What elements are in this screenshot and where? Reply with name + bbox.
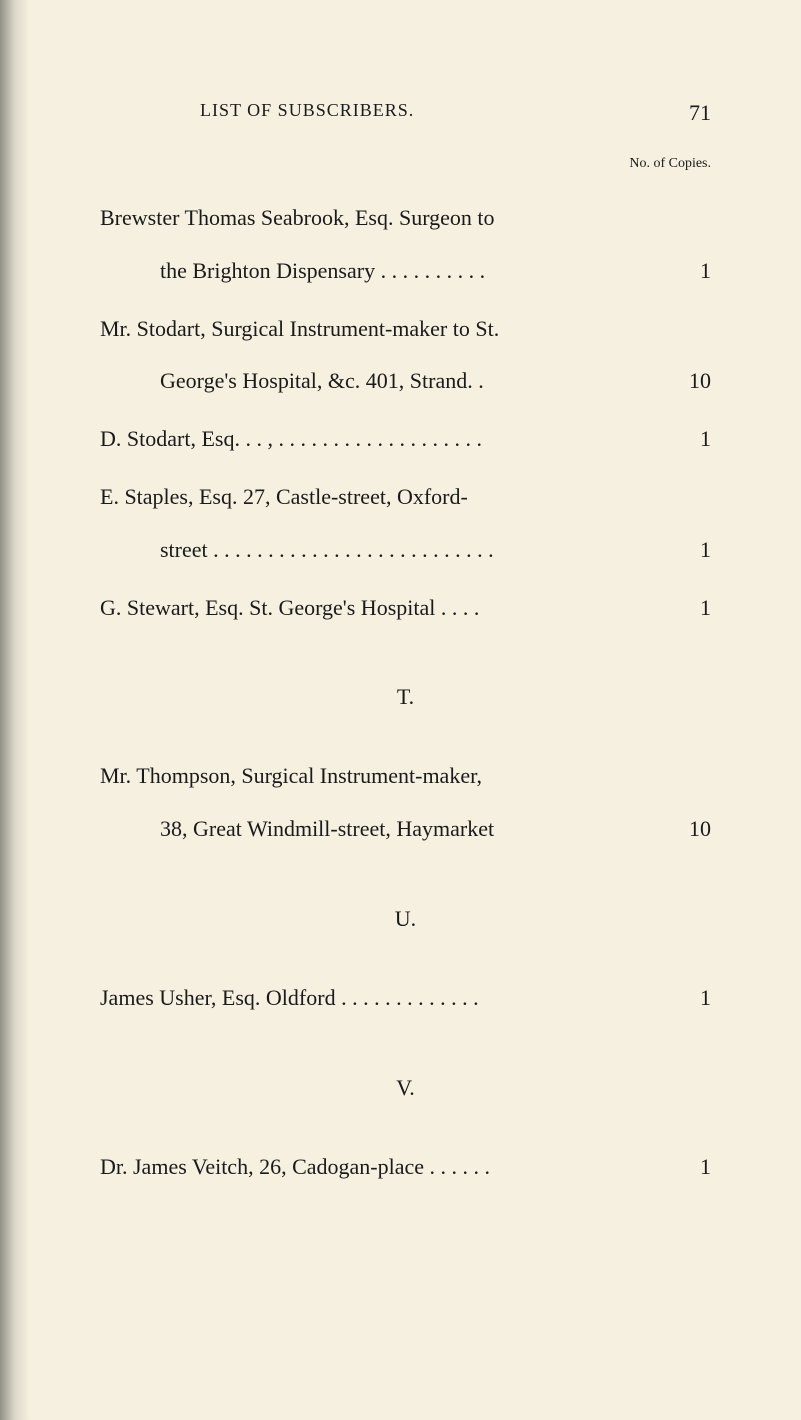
entry-value: 10 — [659, 355, 711, 408]
page-header: LIST OF SUBSCRIBERS. 71 — [100, 100, 711, 126]
entry-brewster: Brewster Thomas Seabrook, Esq. Surgeon t… — [100, 192, 711, 298]
entry-text: Mr. Thompson, Surgical Instrument-maker, — [100, 750, 711, 803]
section-letter-u: U. — [100, 906, 711, 932]
entry-value: 1 — [670, 582, 711, 635]
copies-label: No. of Copies. — [100, 156, 711, 172]
section-letter-v: V. — [100, 1075, 711, 1101]
entry-thompson: Mr. Thompson, Surgical Instrument-maker,… — [100, 750, 711, 856]
entry-stodart-d: D. Stodart, Esq. . . , . . . . . . . . .… — [100, 413, 711, 466]
entry-stodart-mr: Mr. Stodart, Surgical Instrument-maker t… — [100, 303, 711, 409]
entry-text: Dr. James Veitch, 26, Cadogan-place . . … — [100, 1141, 670, 1194]
entry-text: street . . . . . . . . . . . . . . . . .… — [160, 524, 670, 577]
entry-text: Brewster Thomas Seabrook, Esq. Surgeon t… — [100, 192, 711, 245]
entry-value: 1 — [670, 972, 711, 1025]
entry-stewart: G. Stewart, Esq. St. George's Hospital .… — [100, 582, 711, 635]
entry-text: Mr. Stodart, Surgical Instrument-maker t… — [100, 303, 711, 356]
entry-text: 38, Great Windmill-street, Haymarket — [160, 803, 659, 856]
entry-value: 1 — [670, 1141, 711, 1194]
entry-value: 10 — [659, 803, 711, 856]
entry-usher: James Usher, Esq. Oldford . . . . . . . … — [100, 972, 711, 1025]
entry-value: 1 — [670, 524, 711, 577]
page-number: 71 — [689, 100, 711, 126]
section-letter-t: T. — [100, 684, 711, 710]
entry-value: 1 — [670, 245, 711, 298]
entry-staples: E. Staples, Esq. 27, Castle-street, Oxfo… — [100, 471, 711, 577]
entry-text: James Usher, Esq. Oldford . . . . . . . … — [100, 972, 670, 1025]
entry-value: 1 — [670, 413, 711, 466]
entry-text: George's Hospital, &c. 401, Strand. . — [160, 355, 659, 408]
entry-veitch: Dr. James Veitch, 26, Cadogan-place . . … — [100, 1141, 711, 1194]
entry-text: D. Stodart, Esq. . . , . . . . . . . . .… — [100, 413, 670, 466]
page-content: LIST OF SUBSCRIBERS. 71 No. of Copies. B… — [0, 0, 801, 1259]
entry-text: E. Staples, Esq. 27, Castle-street, Oxfo… — [100, 471, 711, 524]
header-title: LIST OF SUBSCRIBERS. — [200, 100, 414, 126]
page-shadow — [0, 0, 30, 1420]
entry-text: the Brighton Dispensary . . . . . . . . … — [160, 245, 670, 298]
entry-text: G. Stewart, Esq. St. George's Hospital .… — [100, 582, 670, 635]
